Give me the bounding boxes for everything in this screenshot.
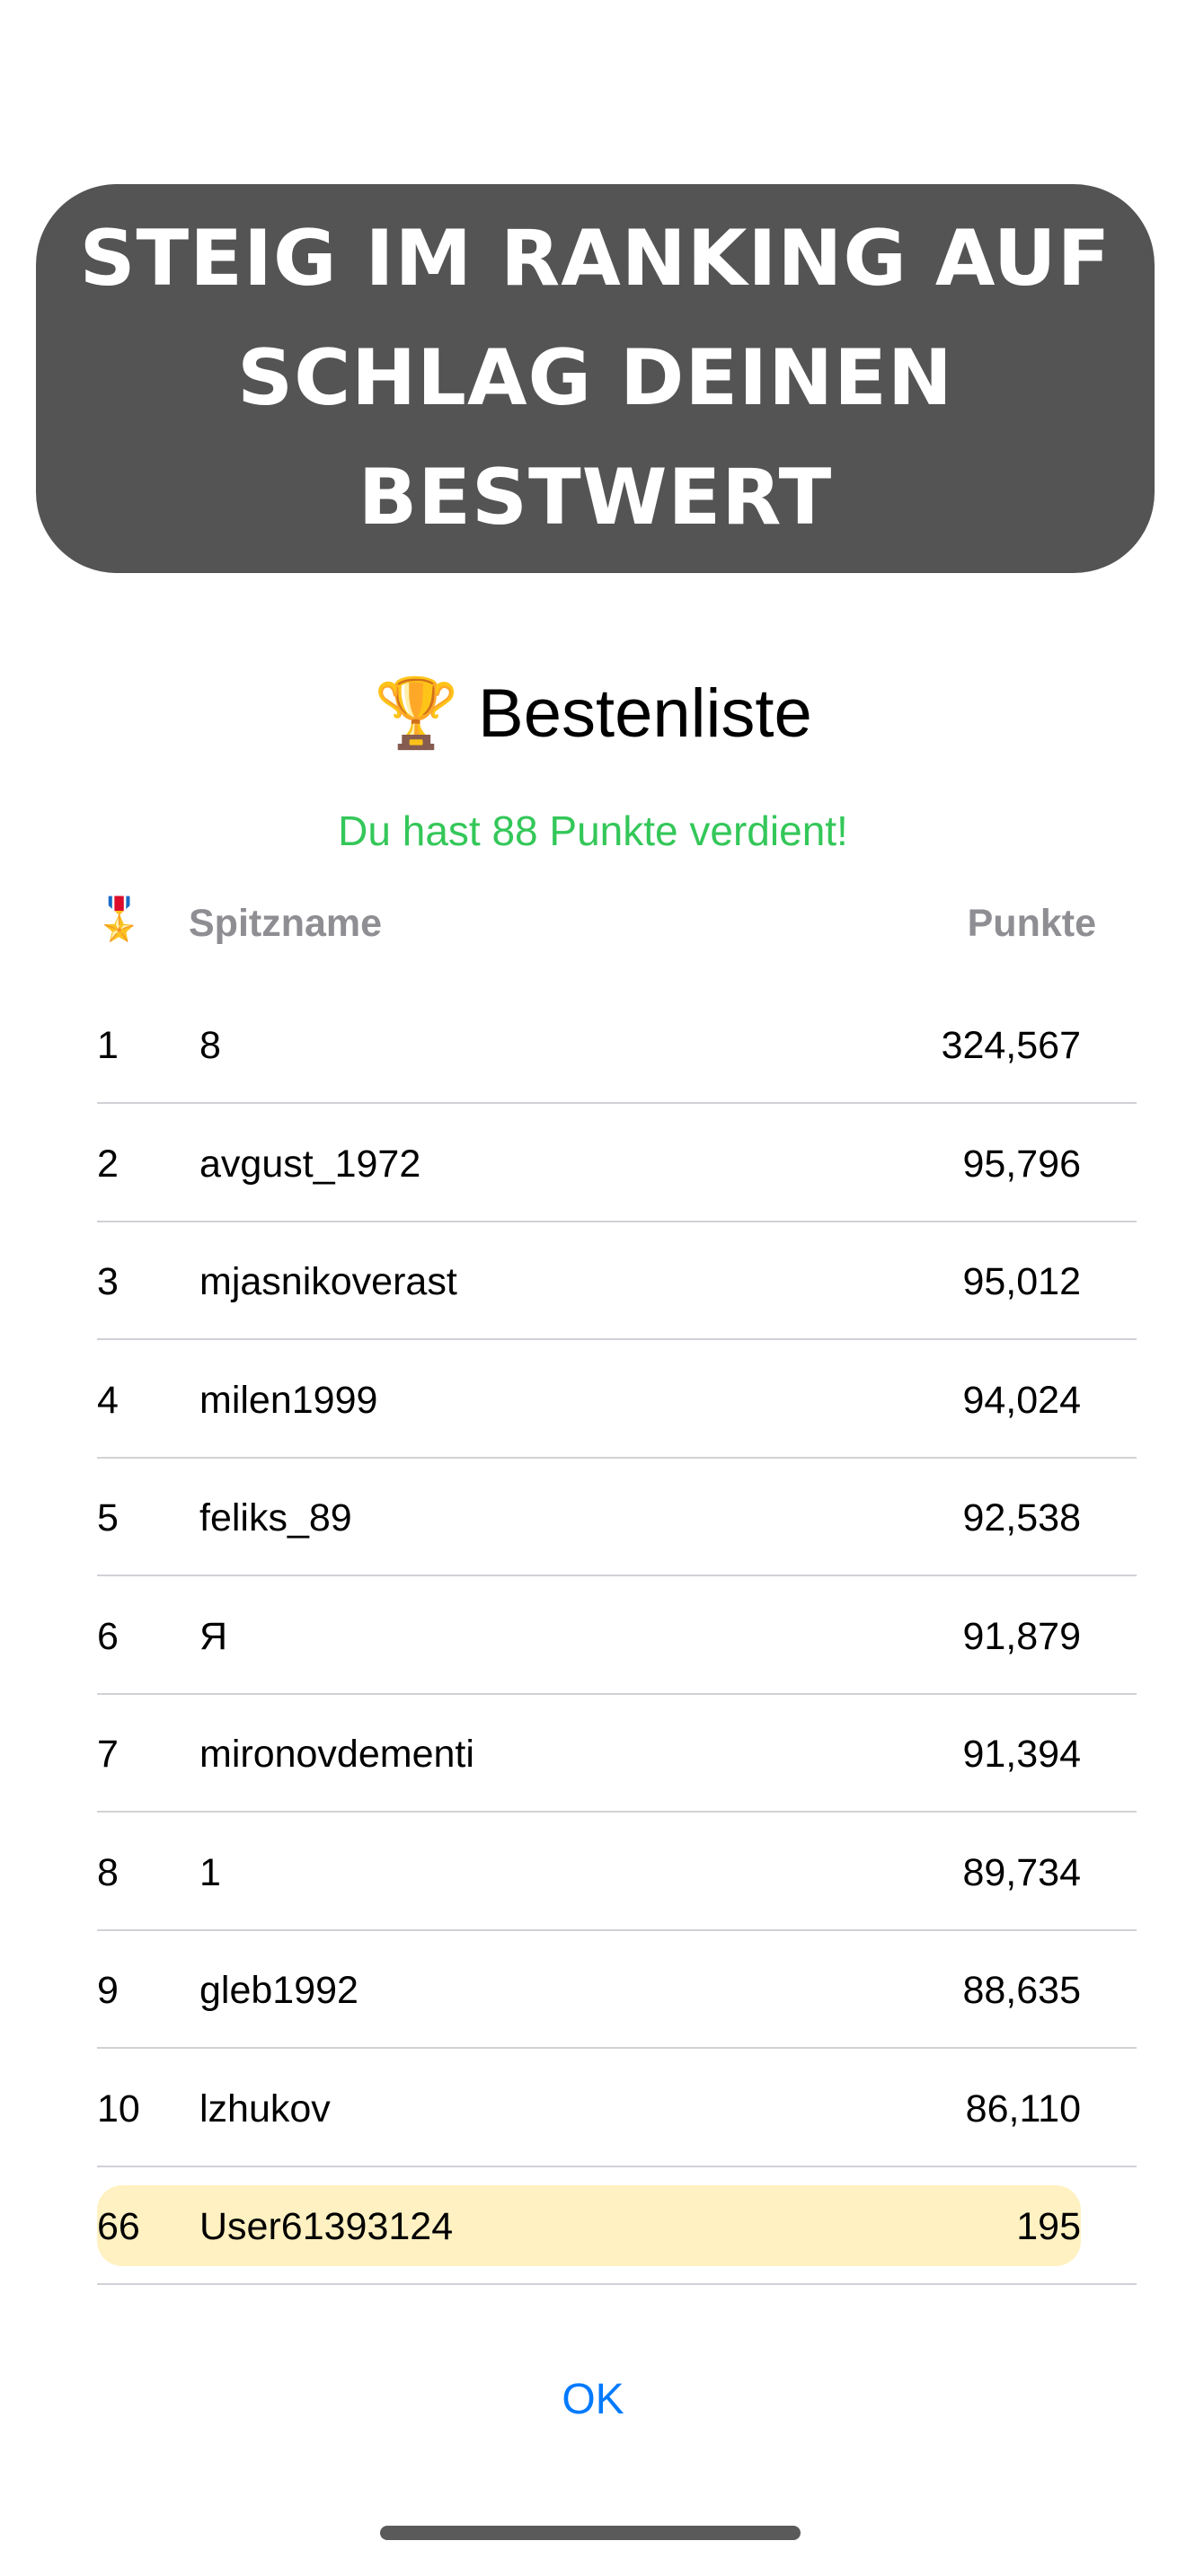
nickname: feliks_89 (199, 1496, 352, 1539)
points: 95,012 (962, 1260, 1081, 1303)
nickname: avgust_1972 (199, 1142, 421, 1186)
points: 91,879 (962, 1614, 1081, 1658)
row-divider (97, 1692, 1137, 1695)
header-points: Punkte (967, 902, 1096, 945)
nickname: Я (199, 1614, 228, 1658)
table-row: 2 avgust_1972 95,796 (0, 1105, 1186, 1222)
rank: 1 (97, 1024, 119, 1067)
nickname: 1 (199, 1850, 221, 1894)
points: 92,538 (962, 1496, 1081, 1539)
points: 195 (1016, 2205, 1081, 2248)
nickname: milen1999 (199, 1378, 378, 1422)
table-row: 10 lzhukov 86,110 (0, 2050, 1186, 2167)
points: 95,796 (962, 1142, 1081, 1186)
table-row: 7 mironovdementi 91,394 (0, 1695, 1186, 1813)
points: 88,635 (962, 1969, 1081, 2012)
row-divider (97, 1102, 1137, 1104)
header-name: Spitzname (189, 902, 383, 945)
rank: 2 (97, 1142, 119, 1186)
rank: 3 (97, 1260, 119, 1303)
points-earned-message: Du hast 88 Punkte verdient! (338, 807, 848, 854)
nickname: User61393124 (199, 2205, 454, 2248)
points: 86,110 (965, 2086, 1081, 2130)
row-divider (97, 1928, 1137, 1931)
home-indicator[interactable] (380, 2526, 801, 2540)
row-divider (97, 1575, 1137, 1576)
nickname: mironovdementi (199, 1733, 474, 1776)
row-divider (97, 2047, 1137, 2049)
trophy-icon: 🏆 (374, 675, 459, 752)
row-divider (97, 1220, 1137, 1222)
rank: 9 (97, 1969, 119, 2012)
banner-line: STEIG IM RANKING AUF (79, 214, 1111, 304)
points: 324,567 (941, 1024, 1081, 1067)
rank: 66 (97, 2205, 140, 2248)
table-header: 🎖️ Spitzname Punkte (0, 895, 1186, 952)
table-row: 1 8 324,567 (0, 986, 1186, 1104)
points: 94,024 (962, 1378, 1081, 1422)
row-divider (97, 2165, 1137, 2167)
rank: 5 (97, 1496, 119, 1539)
row-divider (97, 1456, 1137, 1459)
row-divider (97, 2283, 1137, 2285)
leaderboard-title: 🏆 Bestenliste (0, 669, 1186, 759)
rank: 6 (97, 1614, 119, 1658)
current-user-row: 66 User61393124 195 (0, 2167, 1186, 2285)
points: 91,394 (962, 1733, 1081, 1776)
table-row: 4 milen1999 94,024 (0, 1341, 1186, 1459)
nickname: 8 (199, 1024, 221, 1067)
table-row: 9 gleb1992 88,635 (0, 1931, 1186, 2049)
title-text: Bestenliste (478, 675, 812, 752)
table-row: 6 Я 91,879 (0, 1577, 1186, 1695)
highlight (97, 2185, 1081, 2266)
banner-line: BESTWERT (358, 453, 833, 543)
row-divider (97, 1338, 1137, 1340)
rank: 8 (97, 1850, 119, 1894)
rank: 4 (97, 1378, 119, 1422)
promo-banner: STEIG IM RANKING AUF SCHLAG DEINEN BESTW… (36, 184, 1155, 573)
nickname: gleb1992 (199, 1969, 358, 2012)
medal-icon: 🎖️ (93, 895, 146, 942)
nickname: lzhukov (199, 2086, 331, 2130)
rank: 10 (97, 2086, 140, 2130)
rank: 7 (97, 1733, 119, 1776)
banner-line: SCHLAG DEINEN (237, 333, 953, 423)
row-divider (97, 1811, 1137, 1813)
table-row: 3 mjasnikoverast 95,012 (0, 1222, 1186, 1340)
nickname: mjasnikoverast (199, 1260, 457, 1303)
points: 89,734 (962, 1850, 1081, 1894)
table-row: 8 1 89,734 (0, 1813, 1186, 1931)
table-row: 5 feliks_89 92,538 (0, 1459, 1186, 1576)
ok-button[interactable]: OK (562, 2376, 624, 2423)
